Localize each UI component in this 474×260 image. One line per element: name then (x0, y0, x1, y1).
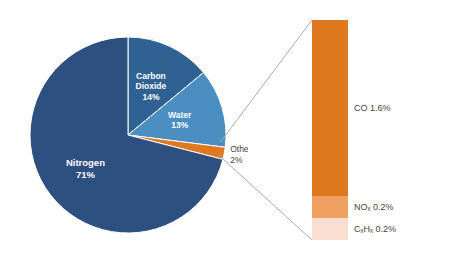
svg-text:Other2%: Other2% (230, 144, 248, 165)
svg-text:CarbonDioxide14%: CarbonDioxide14% (136, 71, 167, 102)
svg-text:Water13%: Water13% (168, 110, 192, 131)
svg-text:NOₓ 0.2%: NOₓ 0.2% (354, 202, 393, 212)
svg-text:Nitrogen71%: Nitrogen71% (66, 157, 105, 180)
svg-text:CO 1.6%: CO 1.6% (354, 103, 391, 113)
svg-text:CₓHₓ 0.2%: CₓHₓ 0.2% (354, 224, 396, 234)
